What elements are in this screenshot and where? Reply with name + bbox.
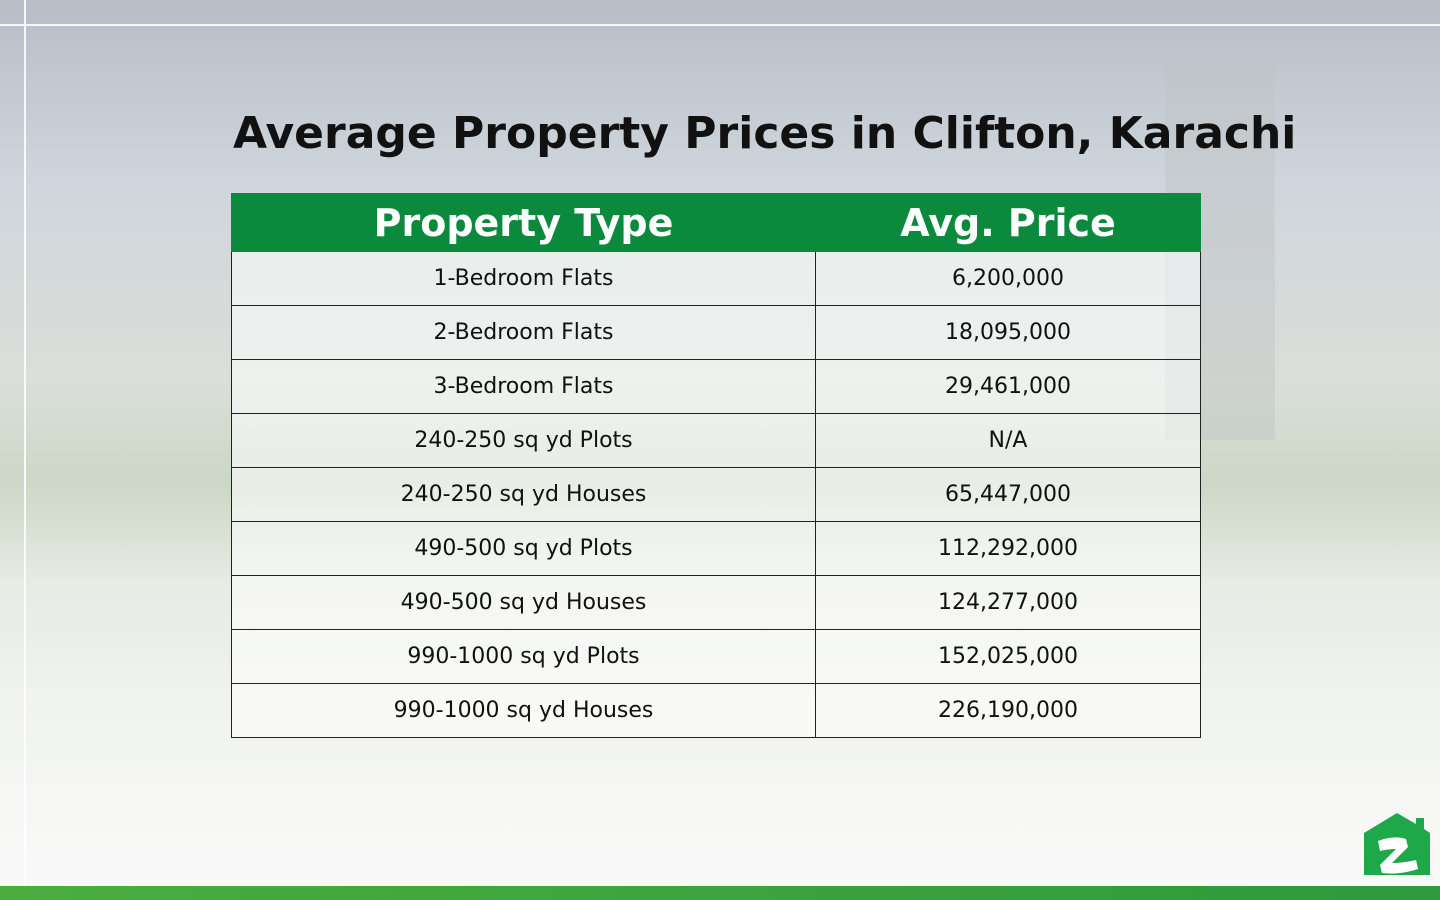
table-row: 1-Bedroom Flats 6,200,000	[231, 251, 1201, 306]
property-type-cell: 1-Bedroom Flats	[231, 251, 816, 306]
table-row: 240-250 sq yd Plots N/A	[231, 413, 1201, 468]
avg-price-cell: 226,190,000	[815, 683, 1201, 738]
table-header-row: Property Type Avg. Price	[231, 193, 1201, 252]
property-type-cell: 490-500 sq yd Houses	[231, 575, 816, 630]
table-row: 990-1000 sq yd Houses 226,190,000	[231, 683, 1201, 738]
decorative-line-horizontal	[0, 24, 1440, 26]
avg-price-cell: 29,461,000	[815, 359, 1201, 414]
header-avg-price: Avg. Price	[815, 193, 1201, 252]
avg-price-cell: 18,095,000	[815, 305, 1201, 360]
property-type-cell: 990-1000 sq yd Houses	[231, 683, 816, 738]
decorative-line-vertical	[24, 0, 26, 900]
table-row: 490-500 sq yd Plots 112,292,000	[231, 521, 1201, 576]
avg-price-cell: 152,025,000	[815, 629, 1201, 684]
table-row: 2-Bedroom Flats 18,095,000	[231, 305, 1201, 360]
header-property-type: Property Type	[231, 193, 816, 252]
table-row: 990-1000 sq yd Plots 152,025,000	[231, 629, 1201, 684]
property-type-cell: 240-250 sq yd Houses	[231, 467, 816, 522]
page-title: Average Property Prices in Clifton, Kara…	[233, 108, 1297, 159]
avg-price-cell: N/A	[815, 413, 1201, 468]
bottom-bar	[0, 886, 1440, 900]
table-row: 490-500 sq yd Houses 124,277,000	[231, 575, 1201, 630]
price-table: Property Type Avg. Price 1-Bedroom Flats…	[231, 193, 1201, 738]
property-type-cell: 2-Bedroom Flats	[231, 305, 816, 360]
avg-price-cell: 6,200,000	[815, 251, 1201, 306]
avg-price-cell: 65,447,000	[815, 467, 1201, 522]
avg-price-cell: 112,292,000	[815, 521, 1201, 576]
table-row: 3-Bedroom Flats 29,461,000	[231, 359, 1201, 414]
property-type-cell: 3-Bedroom Flats	[231, 359, 816, 414]
property-type-cell: 490-500 sq yd Plots	[231, 521, 816, 576]
avg-price-cell: 124,277,000	[815, 575, 1201, 630]
table-row: 240-250 sq yd Houses 65,447,000	[231, 467, 1201, 522]
zameen-logo-icon	[1364, 813, 1430, 875]
property-type-cell: 990-1000 sq yd Plots	[231, 629, 816, 684]
property-type-cell: 240-250 sq yd Plots	[231, 413, 816, 468]
